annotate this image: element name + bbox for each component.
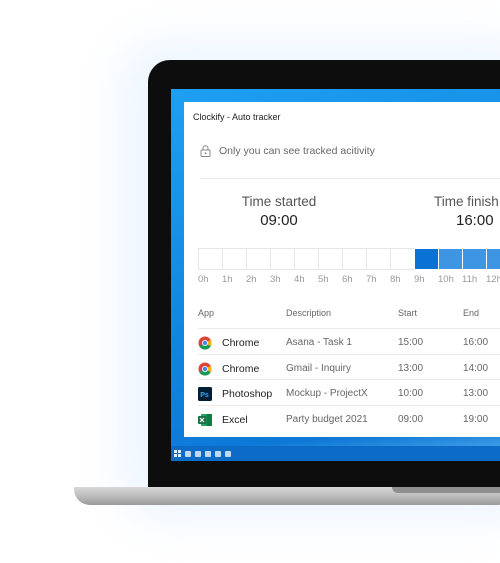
time-started-value: 09:00 bbox=[260, 212, 298, 229]
divider bbox=[200, 178, 500, 179]
col-header-app: App bbox=[198, 308, 215, 318]
time-started-label: Time started bbox=[241, 194, 317, 209]
row-app-name: Chrome bbox=[222, 362, 260, 375]
timeline-tick-label: 3h bbox=[270, 274, 281, 285]
timeline-cell bbox=[222, 248, 246, 270]
activity-timeline bbox=[198, 248, 500, 270]
timeline-cell bbox=[438, 248, 462, 270]
row-start-time: 13:00 bbox=[398, 362, 424, 374]
timeline-tick-label: 12h bbox=[486, 274, 500, 285]
row-description: Party budget 2021 bbox=[286, 413, 368, 425]
taskbar bbox=[171, 446, 500, 461]
col-header-description: Description bbox=[286, 308, 332, 318]
timeline-tick-label: 2h bbox=[246, 274, 257, 285]
store-icon[interactable] bbox=[215, 450, 221, 457]
timeline-cell bbox=[318, 248, 342, 270]
timeline-cell bbox=[390, 248, 414, 270]
timeline-tick-label: 7h bbox=[366, 274, 377, 285]
row-start-time: 10:00 bbox=[398, 388, 424, 399]
timeline-tick-label: 6h bbox=[342, 274, 353, 285]
row-end-time: 16:00 bbox=[463, 337, 489, 348]
laptop-base-notch bbox=[392, 487, 500, 493]
timeline-cell bbox=[246, 248, 270, 270]
table-row[interactable]: Ps Photoshop Mockup - ProjectX 10:00 13:00 bbox=[198, 379, 500, 405]
row-app-name: Photoshop bbox=[222, 388, 273, 400]
row-description: Mockup - ProjectX bbox=[286, 388, 368, 399]
timeline-tick-label: 9h bbox=[414, 274, 425, 285]
app-taskbar-icon[interactable] bbox=[225, 450, 231, 457]
chrome-icon bbox=[198, 362, 212, 376]
row-description: Asana - Task 1 bbox=[286, 337, 352, 348]
privacy-notice-text: Only you can see tracked acitivity bbox=[219, 145, 375, 157]
chrome-icon bbox=[198, 336, 212, 350]
task-view-icon[interactable] bbox=[195, 450, 201, 457]
timeline-tick-label: 4h bbox=[294, 274, 305, 285]
auto-tracker-window: Clockify - Auto tracker Only you can see… bbox=[184, 102, 500, 437]
privacy-notice: Only you can see tracked acitivity bbox=[200, 145, 375, 157]
row-start-time: 15:00 bbox=[398, 337, 424, 348]
row-description: Gmail - Inquiry bbox=[286, 362, 352, 374]
time-finished-value: 16:00 bbox=[456, 212, 494, 229]
svg-text:Ps: Ps bbox=[200, 392, 209, 399]
timeline-tick-label: 11h bbox=[462, 274, 478, 285]
window-title: Clockify - Auto tracker bbox=[193, 112, 281, 122]
row-end-time: 19:00 bbox=[463, 413, 489, 425]
timeline-cell bbox=[270, 248, 294, 270]
lock-icon bbox=[200, 145, 211, 157]
time-finished-label: Time finish bbox=[434, 194, 499, 209]
timeline-hour-ticks: 0h1h2h3h4h5h6h7h8h9h10h11h12h13 bbox=[198, 274, 500, 285]
time-finished: Time finish 16:00 bbox=[434, 194, 500, 229]
row-app: Chrome bbox=[198, 362, 259, 376]
timeline-cell bbox=[342, 248, 366, 270]
timeline-cell bbox=[486, 248, 500, 270]
windows-start-icon[interactable] bbox=[174, 450, 181, 457]
col-header-end: End bbox=[463, 308, 480, 318]
file-explorer-icon[interactable] bbox=[205, 450, 211, 457]
timeline-cell bbox=[414, 248, 438, 270]
excel-icon bbox=[198, 413, 212, 426]
timeline-tick-label: 10h bbox=[438, 274, 454, 285]
row-end-time: 13:00 bbox=[463, 388, 489, 399]
row-app: Excel bbox=[198, 413, 248, 427]
timeline-cell bbox=[198, 248, 222, 270]
timeline-cell bbox=[294, 248, 318, 270]
row-app: Chrome bbox=[198, 336, 259, 350]
timeline-tick-label: 0h bbox=[198, 274, 209, 285]
timeline-tick-label: 5h bbox=[318, 274, 329, 285]
table-row[interactable]: Chrome Gmail - Inquiry 13:00 14:00 bbox=[198, 353, 500, 380]
row-end-time: 14:00 bbox=[463, 362, 489, 374]
col-header-start: Start bbox=[398, 308, 418, 318]
table-row[interactable]: Excel Party budget 2021 09:00 19:00 bbox=[198, 404, 500, 431]
row-start-time: 09:00 bbox=[398, 413, 424, 425]
photoshop-icon: Ps bbox=[198, 387, 212, 401]
timeline-tick-label: 1h bbox=[222, 274, 233, 285]
search-icon[interactable] bbox=[185, 450, 191, 457]
table-row[interactable]: Chrome Asana - Task 1 15:00 16:00 bbox=[198, 328, 500, 354]
row-app-name: Excel bbox=[222, 413, 248, 426]
timeline-cell bbox=[462, 248, 486, 270]
timeline-cell bbox=[366, 248, 390, 270]
time-started: Time started 09:00 bbox=[229, 194, 329, 229]
timeline-tick-label: 8h bbox=[390, 274, 401, 285]
row-app-name: Chrome bbox=[222, 337, 260, 349]
row-app: Ps Photoshop bbox=[198, 387, 272, 401]
